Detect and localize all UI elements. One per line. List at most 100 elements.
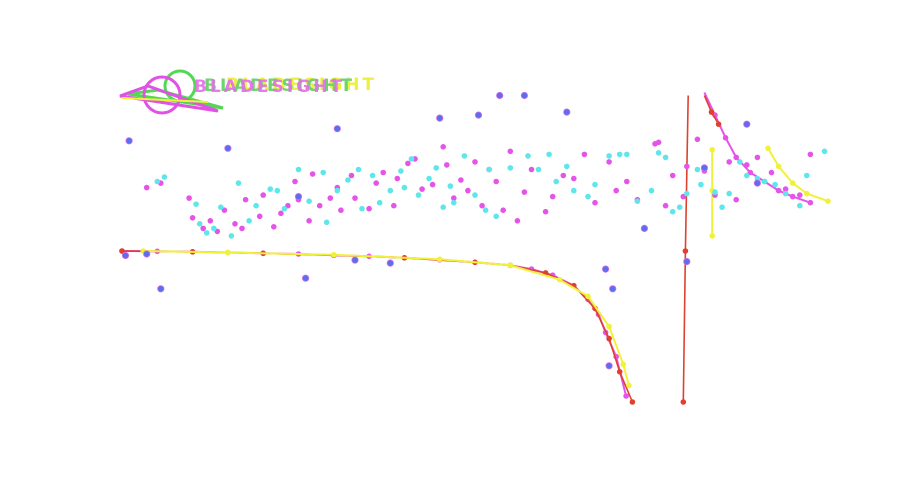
data-point-magenta-74 bbox=[797, 192, 803, 198]
data-point-magenta-46 bbox=[514, 218, 521, 224]
data-point-magenta-26 bbox=[366, 205, 372, 212]
data-point-cyan-48 bbox=[606, 153, 612, 159]
data-point-cyan-9 bbox=[246, 218, 252, 224]
data-point-magenta-28 bbox=[380, 169, 387, 176]
data-point-magenta-12 bbox=[260, 192, 267, 198]
bladesight-logo: BLADESIGHT BLADESIGHT BLADESIGHT bbox=[119, 69, 377, 115]
series-line-red-2 bbox=[121, 250, 634, 403]
data-point-magenta-3 bbox=[189, 215, 196, 221]
data-point-magenta-10 bbox=[242, 196, 249, 203]
logo-blade-yellow bbox=[121, 97, 209, 103]
line-marker-yellow-7-2 bbox=[789, 180, 796, 186]
data-point-blue-0 bbox=[121, 251, 130, 260]
data-point-blue-10 bbox=[436, 114, 444, 122]
series-line-yellow-5 bbox=[143, 250, 630, 386]
data-point-cyan-58 bbox=[694, 166, 701, 173]
data-point-cyan-5 bbox=[211, 225, 217, 232]
data-point-magenta-14 bbox=[278, 210, 284, 217]
plot-area bbox=[119, 91, 831, 405]
data-point-cyan-59 bbox=[698, 181, 704, 188]
data-point-cyan-32 bbox=[447, 183, 454, 189]
data-point-cyan-50 bbox=[624, 151, 630, 158]
data-point-cyan-3 bbox=[196, 221, 203, 227]
line-marker-yellow-7-3 bbox=[804, 190, 810, 197]
data-point-cyan-55 bbox=[669, 208, 676, 215]
data-point-cyan-7 bbox=[228, 233, 235, 239]
data-point-blue-13 bbox=[520, 91, 529, 100]
data-point-magenta-36 bbox=[444, 162, 450, 168]
logo-text-yellow: BLADESIGHT bbox=[226, 75, 377, 95]
line-marker-yellow-5-9 bbox=[626, 382, 632, 389]
data-point-cyan-70 bbox=[804, 172, 810, 179]
data-point-cyan-25 bbox=[398, 168, 404, 174]
data-point-cyan-46 bbox=[585, 193, 591, 200]
data-point-magenta-18 bbox=[306, 218, 312, 224]
data-point-magenta-57 bbox=[624, 178, 630, 185]
data-point-cyan-17 bbox=[323, 219, 330, 226]
data-point-magenta-0 bbox=[143, 184, 150, 191]
data-point-cyan-35 bbox=[472, 192, 478, 198]
line-marker-red-3-1 bbox=[682, 248, 689, 254]
data-point-magenta-69 bbox=[733, 196, 739, 203]
data-point-cyan-1 bbox=[161, 174, 168, 180]
data-point-blue-8 bbox=[351, 256, 359, 264]
logo-circle-magenta bbox=[142, 75, 182, 115]
data-point-cyan-54 bbox=[662, 154, 669, 161]
data-point-cyan-47 bbox=[592, 181, 598, 188]
data-point-magenta-2 bbox=[186, 195, 192, 201]
line-marker-magenta-1-3 bbox=[733, 154, 739, 161]
data-point-blue-12 bbox=[496, 91, 504, 100]
data-point-magenta-35 bbox=[440, 144, 447, 150]
data-point-blue-21 bbox=[743, 120, 751, 128]
data-point-magenta-50 bbox=[549, 193, 556, 200]
data-point-cyan-52 bbox=[648, 187, 655, 194]
data-point-blue-1 bbox=[125, 137, 133, 145]
data-point-cyan-64 bbox=[744, 172, 750, 179]
line-marker-red-2-10 bbox=[606, 335, 612, 342]
data-point-cyan-28 bbox=[415, 192, 422, 198]
data-point-cyan-41 bbox=[535, 166, 542, 173]
data-point-magenta-34 bbox=[429, 181, 436, 188]
data-point-magenta-8 bbox=[232, 221, 238, 227]
line-marker-magenta-0-19 bbox=[623, 393, 629, 399]
data-point-cyan-18 bbox=[334, 187, 341, 194]
data-point-cyan-15 bbox=[306, 198, 312, 204]
data-point-cyan-36 bbox=[482, 207, 489, 213]
data-point-cyan-34 bbox=[461, 153, 468, 159]
line-marker-red-4-2 bbox=[715, 121, 722, 127]
data-point-cyan-67 bbox=[772, 181, 778, 188]
data-point-magenta-70 bbox=[744, 162, 750, 168]
line-marker-magenta-1-8 bbox=[807, 199, 814, 206]
data-point-cyan-20 bbox=[355, 166, 362, 173]
data-point-cyan-43 bbox=[553, 178, 559, 185]
data-point-blue-11 bbox=[474, 111, 483, 119]
data-point-cyan-12 bbox=[274, 187, 281, 194]
data-point-magenta-39 bbox=[465, 187, 471, 194]
line-marker-magenta-1-6 bbox=[775, 187, 782, 194]
data-point-magenta-48 bbox=[528, 166, 535, 173]
logo-icon bbox=[119, 69, 224, 115]
data-point-magenta-29 bbox=[391, 202, 397, 209]
data-point-magenta-20 bbox=[316, 202, 323, 209]
data-point-cyan-40 bbox=[525, 153, 531, 159]
data-point-cyan-0 bbox=[154, 178, 161, 185]
data-point-cyan-8 bbox=[235, 180, 242, 186]
data-point-magenta-68 bbox=[726, 159, 732, 165]
logo-blade-magenta bbox=[119, 84, 219, 113]
data-point-blue-6 bbox=[301, 274, 310, 282]
data-point-magenta-51 bbox=[560, 172, 567, 179]
line-marker-yellow-6-2 bbox=[709, 233, 715, 239]
line-marker-yellow-7-4 bbox=[825, 198, 831, 204]
data-point-blue-22 bbox=[753, 179, 762, 187]
data-point-magenta-45 bbox=[507, 148, 514, 155]
data-point-magenta-71 bbox=[754, 154, 761, 161]
data-point-cyan-21 bbox=[359, 205, 365, 212]
line-marker-yellow-5-7 bbox=[606, 323, 612, 330]
data-point-magenta-37 bbox=[451, 195, 457, 201]
data-point-cyan-4 bbox=[203, 230, 210, 236]
data-point-cyan-26 bbox=[401, 184, 408, 191]
logo-text-magenta: BLADESIGHT bbox=[194, 77, 345, 97]
data-point-cyan-13 bbox=[281, 205, 288, 212]
data-point-magenta-19 bbox=[309, 171, 316, 177]
